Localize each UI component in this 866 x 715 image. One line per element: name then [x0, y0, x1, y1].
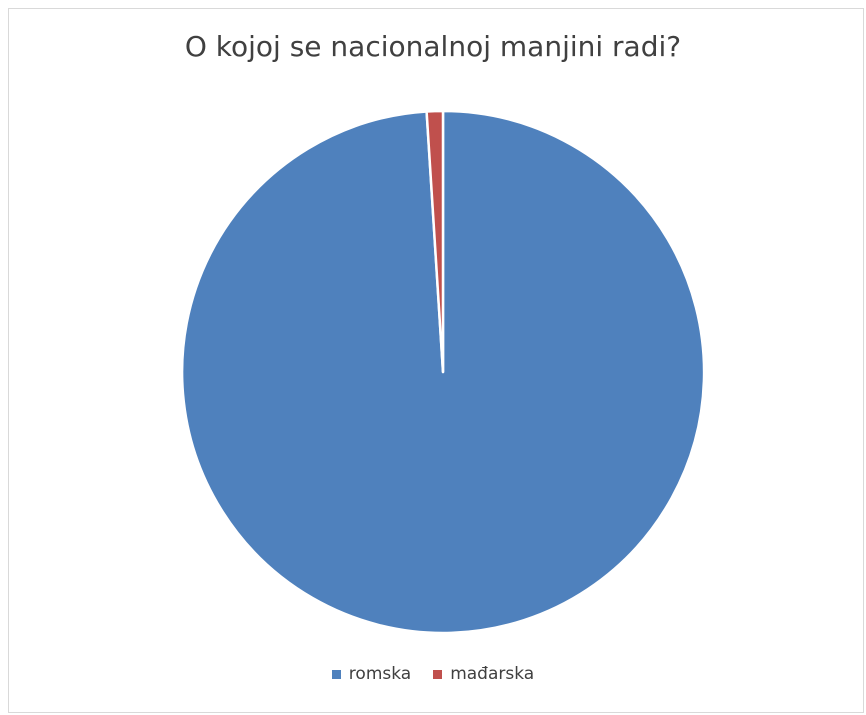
legend-item-romska: romska — [331, 664, 412, 684]
chart-title: O kojoj se nacionalnoj manjini radi? — [184, 30, 682, 63]
legend-swatch-romska — [331, 669, 341, 679]
legend-item-madarska: mađarska — [433, 664, 534, 684]
legend: romska mađarska — [0, 664, 866, 684]
pie-slices — [180, 109, 706, 635]
pie-slice-madarska — [425, 109, 445, 374]
legend-label-romska: romska — [348, 664, 412, 684]
legend-label-madarska: mađarska — [450, 664, 535, 684]
legend-swatch-madarska — [433, 669, 443, 679]
